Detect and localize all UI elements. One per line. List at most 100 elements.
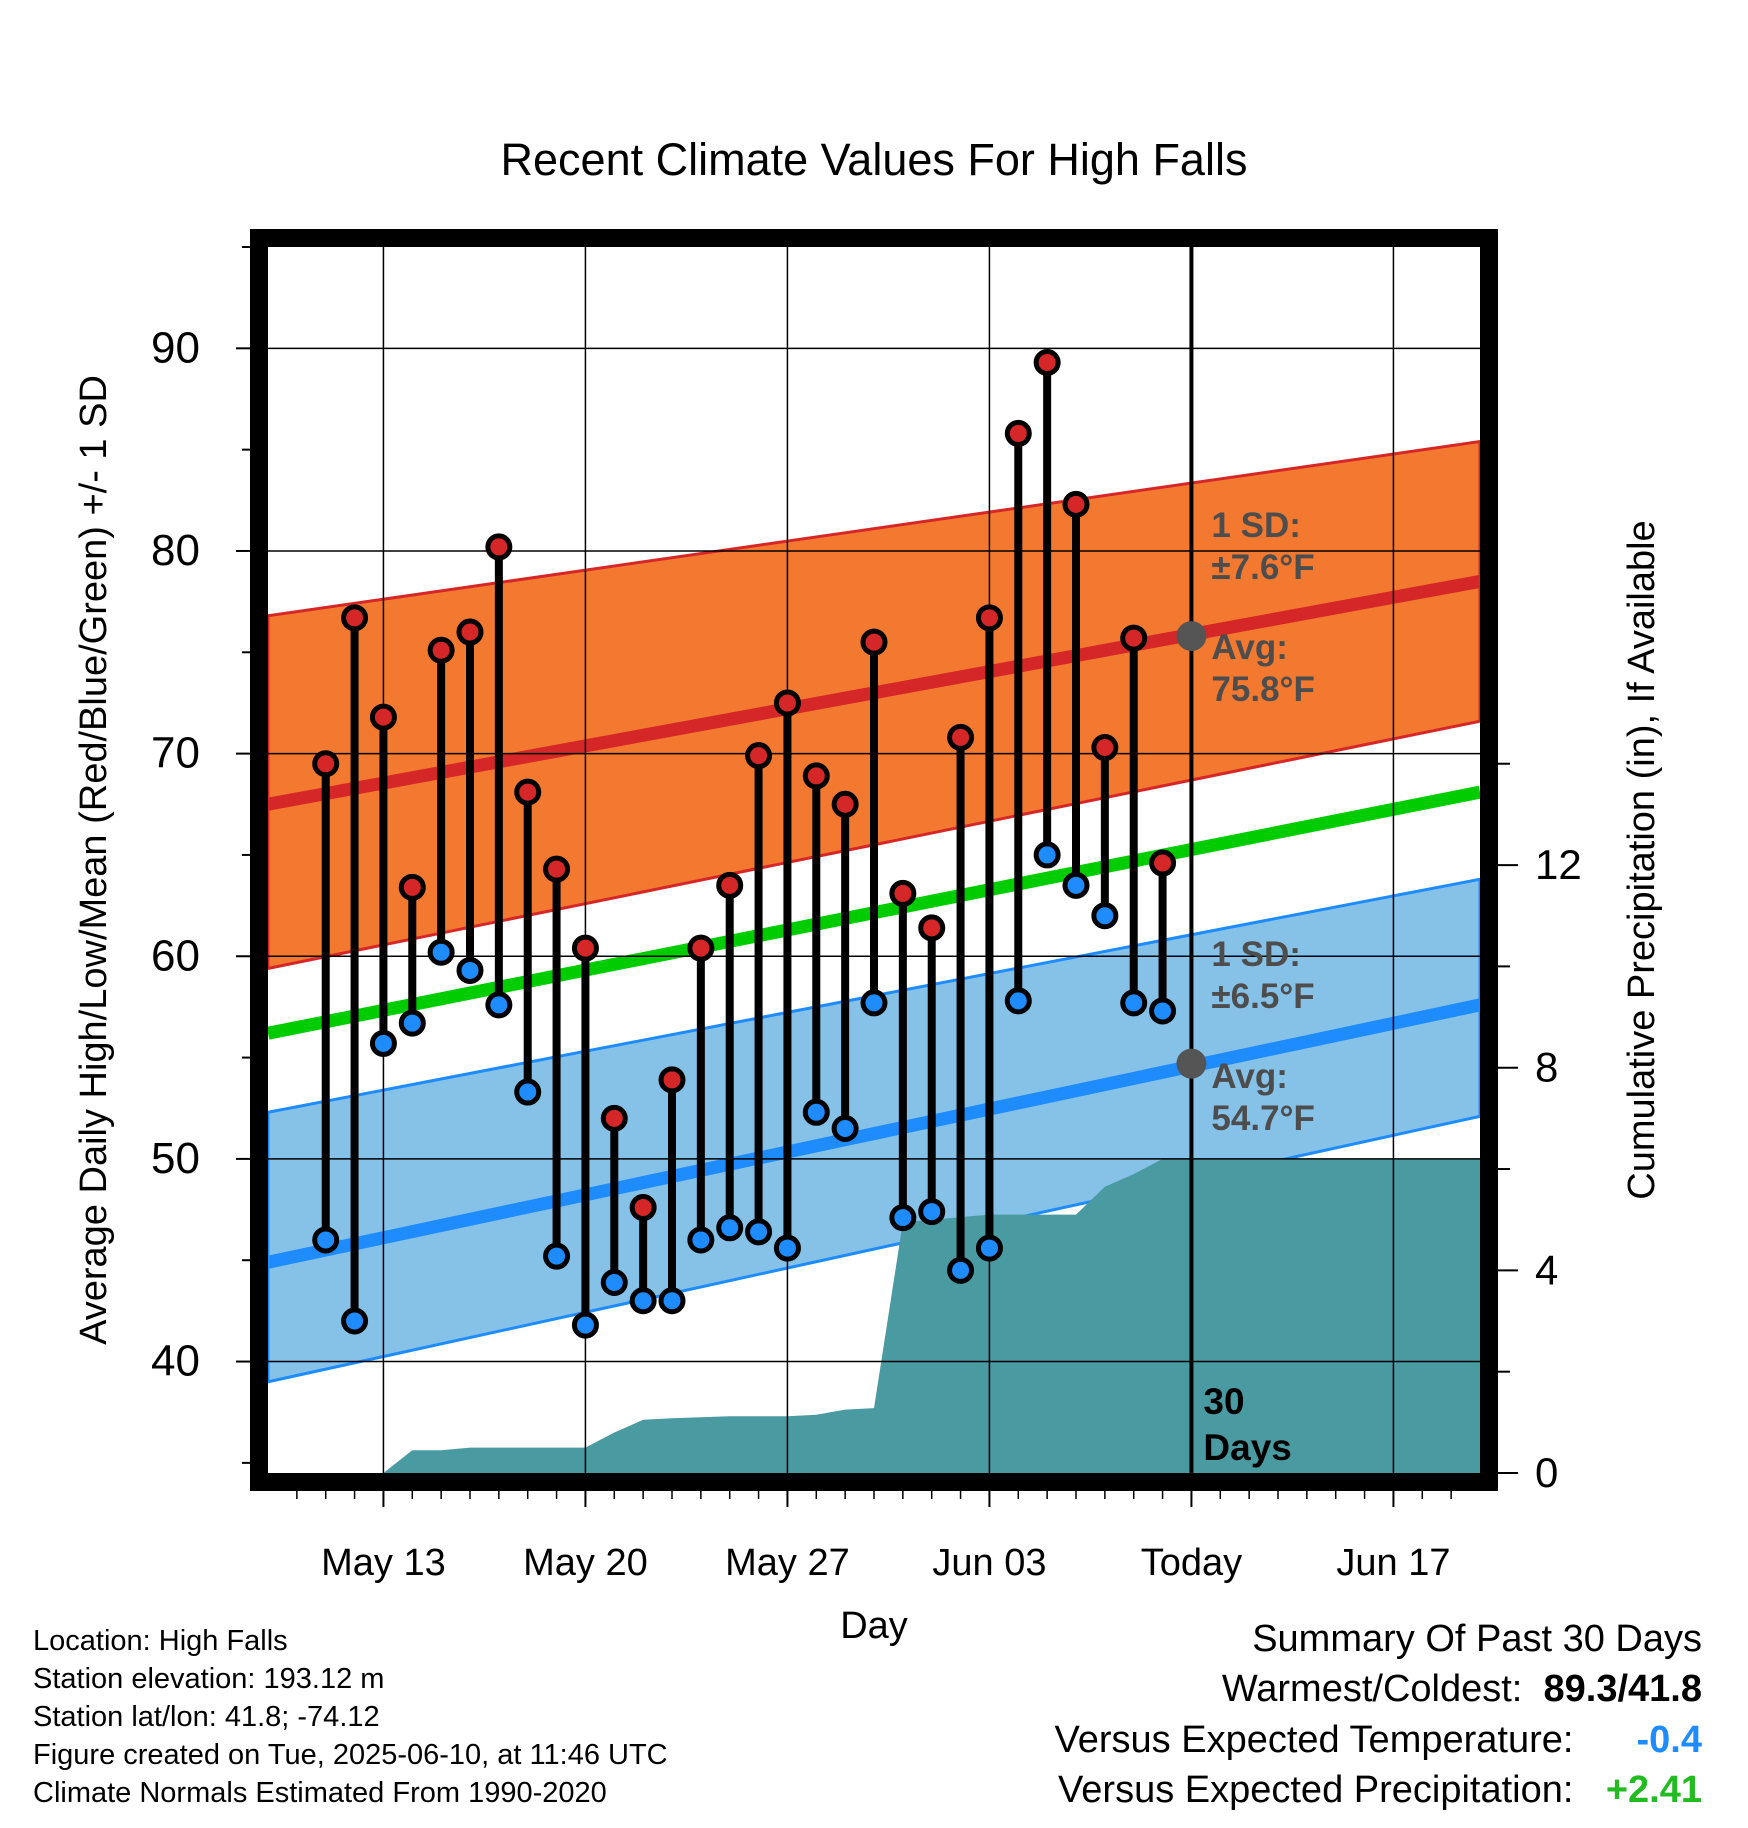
precip-departure-value: +2.41 (1605, 1769, 1702, 1811)
y-tick-label: 50 (151, 1134, 200, 1183)
high-temp-point (1004, 419, 1032, 447)
summary-warm-cold: Warmest/Coldest: 89.3/41.8 (1222, 1670, 1702, 1708)
plot-layer (268, 247, 1480, 1473)
x-axis-label: Day (840, 1605, 908, 1647)
y-tick-label: 90 (151, 323, 200, 372)
x-tick-label: May 27 (725, 1542, 850, 1584)
high-temp-point (629, 1194, 657, 1222)
low-temp-point (398, 1009, 426, 1037)
high-temp-point (918, 914, 946, 942)
low-normal-line (268, 998, 1480, 1269)
low-avg-value: 54.7°F (1211, 1099, 1315, 1138)
low-temp-point (456, 956, 484, 984)
high-temp-point (1149, 849, 1177, 877)
high-temp-point (947, 723, 975, 751)
precip-label: Versus Expected Precipitation: (1058, 1769, 1574, 1811)
low-temp-point (1004, 987, 1032, 1015)
summary-temperature: Versus Expected Temperature: -0.4 (1055, 1721, 1702, 1759)
high-temp-point (687, 934, 715, 962)
temp-departure-value: -0.4 (1636, 1719, 1702, 1761)
low-temp-point (658, 1287, 686, 1315)
x-tick-label: Jun 17 (1336, 1542, 1450, 1584)
y-tick-label: 60 (151, 931, 200, 980)
low-temp-point (802, 1098, 830, 1126)
y2-tick-label: 12 (1535, 841, 1582, 888)
low-temp-point (745, 1218, 773, 1246)
y2-tick-label: 4 (1535, 1246, 1558, 1293)
high-avg-value: 75.8°F (1211, 670, 1315, 709)
low-temp-point (312, 1226, 340, 1254)
high-temp-point (802, 762, 830, 790)
low-temp-point (427, 938, 455, 966)
high-temp-point (658, 1066, 686, 1094)
low-temp-point (773, 1234, 801, 1262)
y-tick-label: 80 (151, 526, 200, 575)
warmest-value: 89.3 (1543, 1668, 1618, 1710)
high-temp-point (1062, 490, 1090, 518)
precipitation-area (354, 1158, 1480, 1473)
low-temp-point (1062, 871, 1090, 899)
high-temp-point (745, 742, 773, 770)
high-temp-point (341, 604, 369, 632)
low-temp-point (543, 1242, 571, 1270)
x-tick-label: Jun 03 (932, 1542, 1046, 1584)
low-sd-value: ±6.5°F (1211, 977, 1314, 1016)
high-temp-point (831, 790, 859, 818)
low-temp-point (831, 1115, 859, 1143)
high-temp-point (312, 750, 340, 778)
high-temp-point (427, 636, 455, 664)
x-tick-label: Today (1141, 1542, 1242, 1584)
low-temp-point (918, 1198, 946, 1226)
high-sd-value: ±7.6°F (1211, 548, 1314, 587)
y-tick-label: 40 (151, 1337, 200, 1386)
low-avg-label: Avg: (1211, 1057, 1287, 1096)
summary-precipitation: Versus Expected Precipitation: +2.41 (1058, 1771, 1702, 1809)
low-temp-point (514, 1078, 542, 1106)
low-temp-point (1033, 841, 1061, 869)
chart-title: Recent Climate Values For High Falls (501, 134, 1248, 185)
low-temp-point (600, 1269, 628, 1297)
y-axis-label: Average Daily High/Low/Mean (Red/Blue/Gr… (73, 375, 115, 1345)
low-temp-point (341, 1307, 369, 1335)
high-temp-point (1120, 624, 1148, 652)
warm-cold-label: Warmest/Coldest: (1221, 1668, 1523, 1710)
low-sd-label: 1 SD: (1211, 935, 1300, 974)
coldest-value: /41.8 (1617, 1668, 1702, 1710)
high-temp-point (975, 604, 1003, 632)
low-avg-marker (1176, 1048, 1207, 1079)
high-temp-point (1033, 349, 1061, 377)
elevation-text: Station elevation: 193.12 m (33, 1663, 385, 1695)
high-temp-point (398, 873, 426, 901)
y-tick-label: 70 (151, 729, 200, 778)
high-temp-point (889, 879, 917, 907)
created-text: Figure created on Tue, 2025-06-10, at 11… (33, 1739, 668, 1771)
high-temp-point (1091, 734, 1119, 762)
high-temp-point (716, 871, 744, 899)
high-temp-point (369, 703, 397, 731)
low-temp-point (947, 1256, 975, 1284)
y2-tick-label: 0 (1535, 1449, 1558, 1496)
temp-label: Versus Expected Temperature: (1054, 1719, 1574, 1761)
x-tick-label: May 20 (523, 1542, 648, 1584)
high-sd-label: 1 SD: (1211, 506, 1300, 545)
low-temp-point (1091, 902, 1119, 930)
y2-tick-label: 8 (1535, 1044, 1558, 1091)
today-label-number: 30 (1203, 1381, 1244, 1422)
plot-frame (250, 229, 1498, 1491)
location-text: Location: High Falls (33, 1625, 288, 1657)
summary-heading: Summary Of Past 30 Days (1252, 1618, 1702, 1660)
low-temp-point (1120, 989, 1148, 1017)
high-avg-marker (1176, 621, 1207, 652)
y2-axis-label: Cumulative Precipitation (in), If Availa… (1621, 520, 1663, 1199)
low-temp-point (629, 1287, 657, 1315)
high-temp-point (543, 855, 571, 883)
high-temp-point (860, 628, 888, 656)
low-temp-point (860, 989, 888, 1017)
high-temp-point (600, 1104, 628, 1132)
normals-text: Climate Normals Estimated From 1990-2020 (33, 1777, 607, 1809)
low-temp-point (1149, 997, 1177, 1025)
high-temp-point (485, 533, 513, 561)
high-temp-point (514, 778, 542, 806)
high-temp-point (456, 618, 484, 646)
